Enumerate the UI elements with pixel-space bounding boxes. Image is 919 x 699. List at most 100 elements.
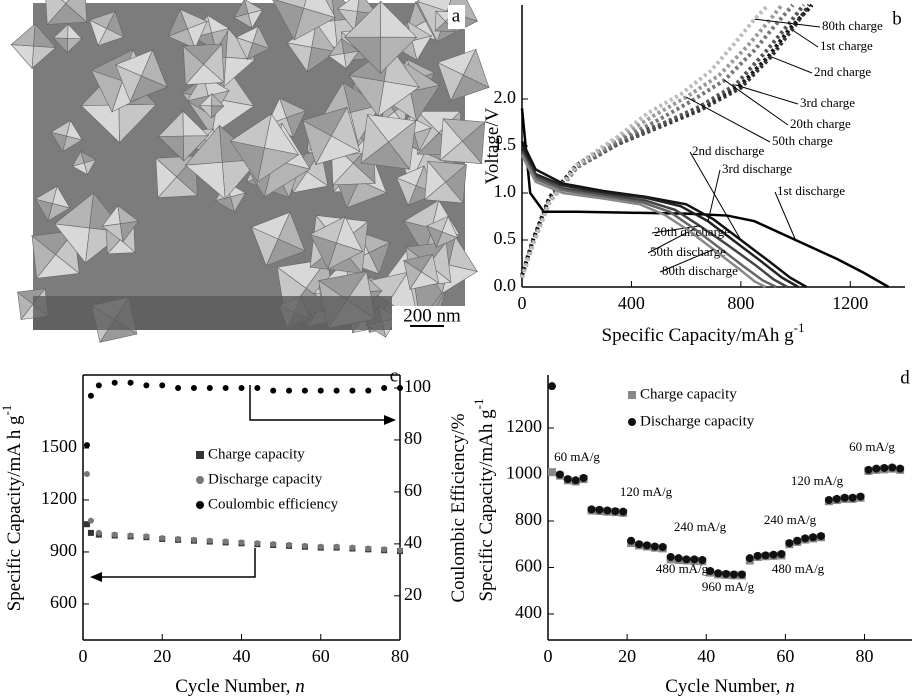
point xyxy=(588,505,596,513)
y2-axis-title: Coulombic Efficiency/% xyxy=(448,413,469,602)
point xyxy=(564,475,572,483)
x-tick-label: 40 xyxy=(697,646,715,666)
point xyxy=(864,466,872,474)
point xyxy=(722,570,730,578)
point xyxy=(96,530,102,536)
point xyxy=(381,385,387,391)
point xyxy=(349,545,355,551)
y-tick-label: 0.0 xyxy=(494,275,517,295)
point xyxy=(667,553,675,561)
charge-curve xyxy=(522,5,782,278)
y-axis-title-part: Specific Capacity/mAh g xyxy=(476,409,497,602)
crystal-face xyxy=(11,45,33,69)
sem-info-bar xyxy=(33,296,392,330)
legend-marker xyxy=(628,418,636,426)
y-axis-title: Specific Capacity/mAh g-1 xyxy=(471,399,497,602)
point xyxy=(318,544,324,550)
point xyxy=(112,380,118,386)
y-tick-label: 0.5 xyxy=(494,228,517,248)
x-axis-title-part: Cycle Number, xyxy=(665,676,785,697)
point xyxy=(785,539,793,547)
point xyxy=(714,569,722,577)
x-axis-title-part: -1 xyxy=(794,320,805,335)
y-axis-title-part: Specific Capacity/mA h g xyxy=(4,415,25,611)
x-tick-label: 0 xyxy=(79,646,88,666)
legend-marker xyxy=(196,476,204,484)
point xyxy=(809,533,817,541)
y-tick-label: 800 xyxy=(515,509,542,529)
curve-label: 2nd discharge xyxy=(692,143,765,158)
point xyxy=(888,464,896,472)
point xyxy=(611,507,619,515)
point xyxy=(841,494,849,502)
x-tick-label: 400 xyxy=(618,293,645,313)
point xyxy=(191,537,197,543)
point xyxy=(397,547,403,553)
rate-label: 960 mA/g xyxy=(702,579,755,594)
x-axis-title: Cycle Number, n xyxy=(665,676,795,697)
point xyxy=(580,474,588,482)
point xyxy=(880,464,888,472)
point xyxy=(762,551,770,559)
point xyxy=(223,539,229,545)
point xyxy=(619,508,627,516)
point xyxy=(833,495,841,503)
legend-label: Discharge capacity xyxy=(208,471,323,487)
y-tick-label: 400 xyxy=(515,602,542,622)
y-axis-title: Specific Capacity/mA h g-1 xyxy=(0,405,25,612)
point xyxy=(572,476,580,484)
point xyxy=(254,385,260,391)
x-tick-label: 60 xyxy=(776,646,794,666)
y-tick-label: 1200 xyxy=(41,488,77,508)
panel-label: d xyxy=(900,367,910,388)
point xyxy=(175,385,181,391)
x-axis-title: Cycle Number, n xyxy=(175,676,305,697)
curve-label: 3rd charge xyxy=(800,95,855,110)
x-axis-title-part: n xyxy=(785,676,795,697)
label-leader xyxy=(724,80,788,125)
point xyxy=(349,388,355,394)
point xyxy=(88,518,94,524)
rate-label: 120 mA/g xyxy=(791,473,844,488)
point xyxy=(603,507,611,515)
label-leader xyxy=(771,57,812,73)
point xyxy=(627,537,635,545)
crystal-face xyxy=(11,24,35,46)
point xyxy=(365,388,371,394)
point xyxy=(302,543,308,549)
point xyxy=(556,470,564,478)
x-tick-label: 20 xyxy=(153,646,171,666)
panel-label: b xyxy=(892,8,902,29)
point xyxy=(88,530,94,536)
curve-label: 50th charge xyxy=(772,133,833,148)
point xyxy=(635,540,643,548)
point xyxy=(777,550,785,558)
point xyxy=(143,382,149,388)
point xyxy=(128,532,134,538)
point xyxy=(286,388,292,394)
rate-label: 480 mA/g xyxy=(656,561,709,576)
point xyxy=(397,385,403,391)
legend-label: Charge capacity xyxy=(208,446,305,462)
y-axis-title-part: -1 xyxy=(0,405,14,416)
point xyxy=(595,506,603,514)
arrow-head xyxy=(90,572,102,582)
rate-label: 60 mA/g xyxy=(554,449,600,464)
point xyxy=(191,385,197,391)
y2-tick-label: 100 xyxy=(404,376,431,396)
rate-label: 480 mA/g xyxy=(772,561,825,576)
sem-image xyxy=(11,0,489,342)
point xyxy=(254,540,260,546)
x-tick-label: 800 xyxy=(727,293,754,313)
y2-tick-label: 60 xyxy=(404,480,422,500)
curve-label: 3rd discharge xyxy=(722,161,792,176)
arrow-head xyxy=(384,415,396,425)
rate-label: 120 mA/g xyxy=(620,484,673,499)
curve-label: 1st charge xyxy=(820,38,873,53)
arrow xyxy=(98,548,255,577)
x-axis-title-part: Specific Capacity/mAh g xyxy=(602,325,795,346)
point xyxy=(817,532,825,540)
point xyxy=(302,388,308,394)
y2-tick-label: 20 xyxy=(404,584,422,604)
point xyxy=(365,545,371,551)
